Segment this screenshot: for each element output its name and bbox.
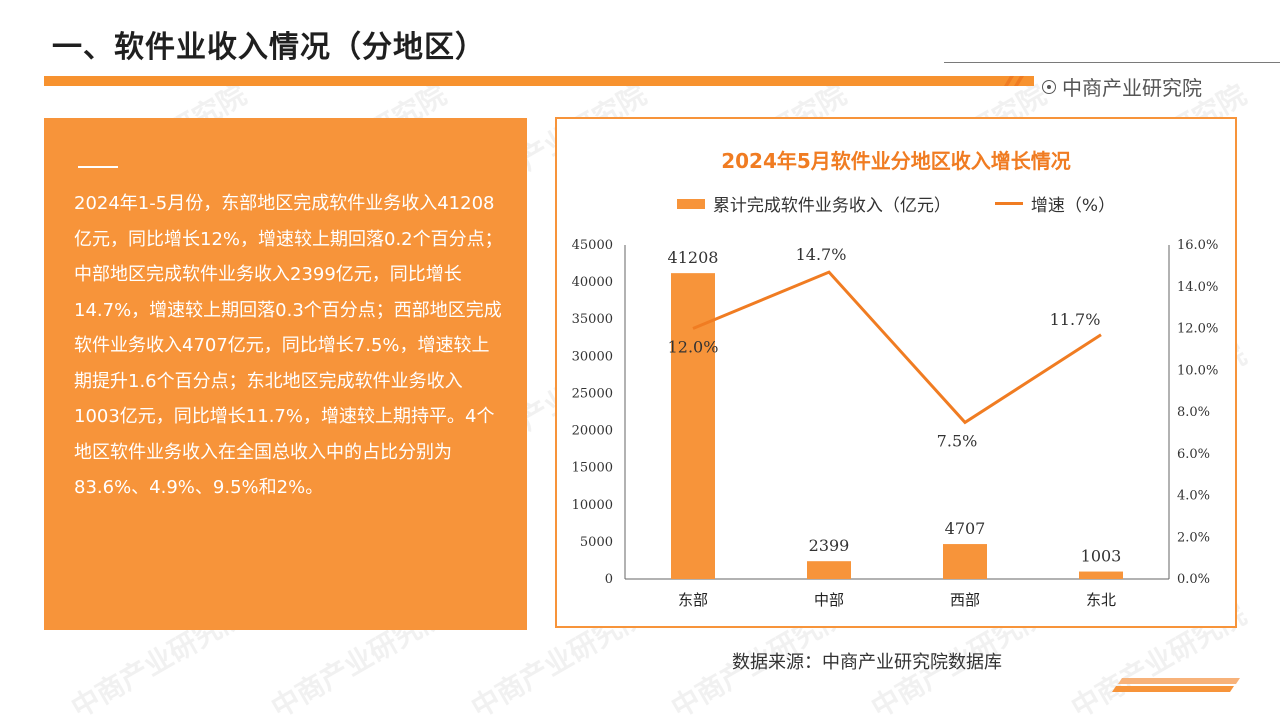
data-source-note: 数据来源：中商产业研究院数据库	[732, 652, 1002, 673]
y-tick-label-left: 35000	[572, 312, 613, 327]
line-data-label: 7.5%	[937, 431, 978, 450]
brand-label: 中商产业研究院	[1042, 72, 1202, 101]
summary-panel: 2024年1-5月份，东部地区完成软件业务收入41208亿元，同比增长12%，增…	[44, 118, 527, 630]
legend-line-swatch	[994, 202, 1023, 205]
y-tick-label-right: 8.0%	[1177, 405, 1210, 420]
y-tick-label-right: 14.0%	[1177, 280, 1218, 295]
legend-item-revenue: 累计完成软件业务收入（亿元）	[676, 191, 951, 216]
y-tick-label-right: 2.0%	[1177, 530, 1210, 545]
legend-bar-swatch	[676, 198, 705, 209]
y-tick-label-left: 30000	[572, 349, 613, 364]
bar-data-label: 1003	[1081, 547, 1122, 566]
chart-title: 2024年5月软件业分地区收入增长情况	[721, 149, 1071, 173]
y-tick-label-right: 16.0%	[1177, 238, 1218, 253]
y-tick-label-left: 25000	[572, 386, 613, 401]
header-divider-line	[944, 62, 1280, 63]
x-tick-label: 东部	[678, 591, 708, 609]
line-data-label: 11.7%	[1050, 310, 1101, 329]
legend-label-growth: 增速（%）	[1030, 196, 1116, 216]
y-tick-label-left: 45000	[572, 238, 613, 253]
y-tick-label-right: 10.0%	[1177, 363, 1218, 378]
brand-name: 中商产业研究院	[1062, 76, 1202, 100]
y-tick-label-right: 6.0%	[1177, 447, 1210, 462]
line-data-label: 14.7%	[796, 245, 847, 264]
legend-label-revenue: 累计完成软件业务收入（亿元）	[712, 196, 951, 216]
y-tick-label-right: 12.0%	[1177, 322, 1218, 337]
y-tick-label-left: 20000	[572, 424, 613, 439]
footer-stripes-icon	[1112, 678, 1240, 692]
header-accent-bar	[44, 76, 1034, 86]
page-title: 一、软件业收入情况（分地区）	[52, 30, 486, 65]
chart-legend: 累计完成软件业务收入（亿元） 增速（%）	[557, 191, 1235, 216]
bar-东部	[671, 273, 715, 579]
x-tick-label: 中部	[814, 591, 844, 609]
growth-line	[692, 270, 1102, 425]
bar-中部	[807, 561, 851, 579]
y-tick-label-left: 5000	[580, 535, 613, 550]
summary-text: 2024年1-5月份，东部地区完成软件业务收入41208亿元，同比增长12%，增…	[74, 193, 503, 498]
bar-西部	[943, 544, 987, 579]
line-data-label: 12.0%	[668, 338, 719, 357]
bar-东北	[1079, 571, 1123, 579]
y-tick-label-left: 0	[605, 572, 613, 587]
bar-data-label: 2399	[809, 536, 850, 555]
brand-logo-icon	[1042, 79, 1056, 94]
y-tick-label-left: 10000	[572, 498, 613, 513]
legend-item-growth: 增速（%）	[994, 191, 1116, 216]
chart-plot: 0 5000 10000 15000 20000 25000 30000 35000 40000…	[572, 238, 1219, 609]
x-tick-label: 东北	[1086, 591, 1116, 609]
header-stripes-icon	[1004, 76, 1024, 86]
y-tick-label-left: 15000	[572, 461, 613, 476]
x-tick-label: 西部	[950, 591, 980, 609]
y-tick-label-right: 0.0%	[1177, 572, 1210, 587]
bar-data-label: 4707	[945, 519, 986, 538]
y-tick-label-right: 4.0%	[1177, 489, 1210, 504]
chart-panel: 2024年5月软件业分地区收入增长情况 累计完成软件业务收入（亿元） 增速（%）…	[555, 117, 1237, 628]
y-tick-label-left: 40000	[572, 275, 613, 290]
summary-rule	[78, 166, 118, 168]
bar-data-label: 41208	[668, 248, 719, 267]
